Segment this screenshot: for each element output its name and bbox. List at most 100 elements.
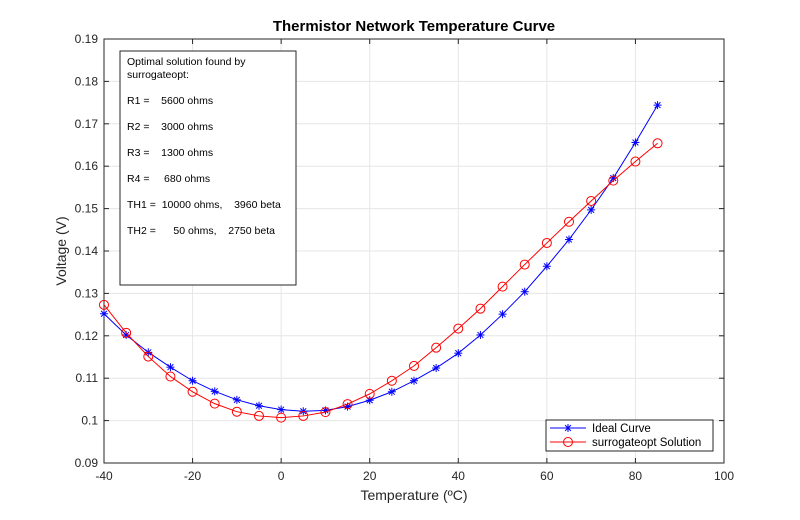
x-tick-label: 20 bbox=[363, 469, 377, 483]
series-1-point bbox=[498, 310, 507, 319]
x-tick-label: 100 bbox=[714, 469, 734, 483]
x-tick-label: 0 bbox=[278, 469, 285, 483]
x-tick-label: -20 bbox=[184, 469, 202, 483]
y-tick-label: 0.15 bbox=[75, 202, 99, 216]
series-2-point bbox=[320, 407, 331, 418]
legend-swatch-marker bbox=[563, 437, 573, 447]
series-1-point bbox=[188, 376, 197, 385]
y-tick-label: 0.11 bbox=[76, 371, 99, 385]
series-2-point bbox=[143, 351, 154, 362]
annotation-frame bbox=[119, 50, 297, 286]
marker-stroke bbox=[100, 310, 108, 318]
series-2-point bbox=[165, 371, 176, 382]
annotation-line: R1 = 5600 ohms bbox=[127, 95, 213, 107]
series-1-point bbox=[587, 205, 596, 214]
y-tick-label: 0.19 bbox=[75, 32, 99, 46]
axes: -40 -20 0 20 40 60 80 100 0.09 0.1 0.11 0.12 0.13 0.1… bbox=[75, 32, 735, 483]
annotation-line: R2 = 3000 ohms bbox=[127, 121, 213, 133]
marker-stroke bbox=[499, 310, 506, 318]
annotation-line: TH2 = 50 ohms, 2750 beta bbox=[127, 225, 275, 237]
marker-stroke bbox=[565, 236, 573, 243]
series-2-point bbox=[386, 375, 397, 386]
legend-label: Ideal Curve bbox=[592, 423, 651, 435]
series-2-point bbox=[99, 299, 109, 310]
x-axis-title: Temperature (ºC) bbox=[360, 487, 467, 503]
marker-stroke bbox=[477, 331, 484, 339]
series-1-point bbox=[166, 363, 175, 372]
series-1-point bbox=[542, 262, 551, 271]
series-2-point bbox=[298, 410, 309, 421]
y-axis-title: Voltage (V) bbox=[53, 216, 69, 285]
series-2-point bbox=[231, 406, 242, 417]
marker-stroke bbox=[432, 364, 440, 372]
series-2-point bbox=[630, 156, 641, 167]
series-1-point bbox=[476, 330, 485, 339]
series-1-point bbox=[520, 287, 529, 296]
legend-swatch-marker bbox=[564, 424, 572, 432]
series-2-point bbox=[121, 327, 132, 338]
annotation-line: R3 = 1300 ohms bbox=[127, 147, 213, 159]
series-2-point bbox=[431, 342, 442, 353]
series-2-point bbox=[453, 323, 464, 334]
series-1-point bbox=[210, 387, 219, 396]
series-2-point bbox=[475, 303, 486, 314]
x-tick-label: -40 bbox=[95, 469, 113, 483]
y-tick-label: 0.17 bbox=[75, 117, 99, 131]
series-1-point bbox=[255, 401, 263, 410]
marker-stroke bbox=[233, 396, 241, 404]
marker-stroke bbox=[455, 349, 462, 357]
marker-stroke bbox=[388, 388, 396, 396]
series-line-1 bbox=[103, 104, 659, 412]
marker-stroke bbox=[211, 388, 218, 395]
marker-stroke bbox=[543, 263, 551, 270]
marker-stroke bbox=[189, 377, 196, 384]
y-tick-label: 0.12 bbox=[75, 329, 99, 343]
legend-frame bbox=[545, 419, 714, 452]
marker-stroke bbox=[587, 206, 595, 214]
annotation-line: Optimal solution found by bbox=[127, 56, 246, 68]
series-2-point bbox=[276, 412, 287, 423]
marker-stroke bbox=[632, 139, 639, 146]
annotation-line: surrogateopt: bbox=[127, 69, 189, 81]
series-2-point bbox=[541, 237, 552, 248]
series-1-point bbox=[100, 309, 108, 318]
series-1-point bbox=[653, 101, 662, 110]
annotation-line: TH1 = 10000 ohms, 3960 beta bbox=[127, 199, 281, 211]
annotation-line: R4 = 680 ohms bbox=[127, 173, 210, 185]
marker-stroke bbox=[521, 288, 528, 295]
series-2-point bbox=[187, 386, 198, 397]
series-1-point bbox=[432, 364, 441, 373]
y-tick-label: 0.16 bbox=[75, 159, 99, 173]
y-tick-label: 0.14 bbox=[75, 244, 99, 258]
series-2-point bbox=[519, 259, 530, 270]
series-2-point bbox=[564, 216, 574, 227]
series-group bbox=[99, 101, 663, 423]
x-tick-label: 60 bbox=[540, 469, 554, 483]
y-tick-label: 0.1 bbox=[81, 414, 98, 428]
y-tick-label: 0.09 bbox=[75, 456, 99, 470]
y-tick-label: 0.13 bbox=[75, 286, 99, 300]
x-tick-label: 80 bbox=[629, 469, 643, 483]
marker-stroke bbox=[277, 406, 285, 413]
series-2-point bbox=[608, 175, 619, 186]
series-2-point bbox=[342, 399, 353, 410]
chart-title: Thermistor Network Temperature Curve bbox=[273, 18, 555, 35]
legend: Ideal Curve surrogateopt Solution bbox=[545, 419, 714, 452]
marker-stroke bbox=[564, 424, 572, 432]
series-2-point bbox=[652, 138, 663, 149]
series-1-point bbox=[277, 405, 286, 414]
series-2-point bbox=[497, 281, 508, 292]
series-2-point bbox=[209, 398, 220, 409]
series-2-point bbox=[254, 410, 264, 421]
y-tick-label: 0.18 bbox=[75, 74, 99, 88]
series-1-point bbox=[387, 387, 396, 396]
series-1-point bbox=[631, 138, 640, 147]
series-1-point bbox=[410, 376, 418, 385]
legend-label: surrogateopt Solution bbox=[592, 437, 701, 449]
axes-box bbox=[103, 38, 725, 464]
marker-stroke bbox=[654, 101, 661, 109]
x-tick-label: 40 bbox=[452, 469, 466, 483]
